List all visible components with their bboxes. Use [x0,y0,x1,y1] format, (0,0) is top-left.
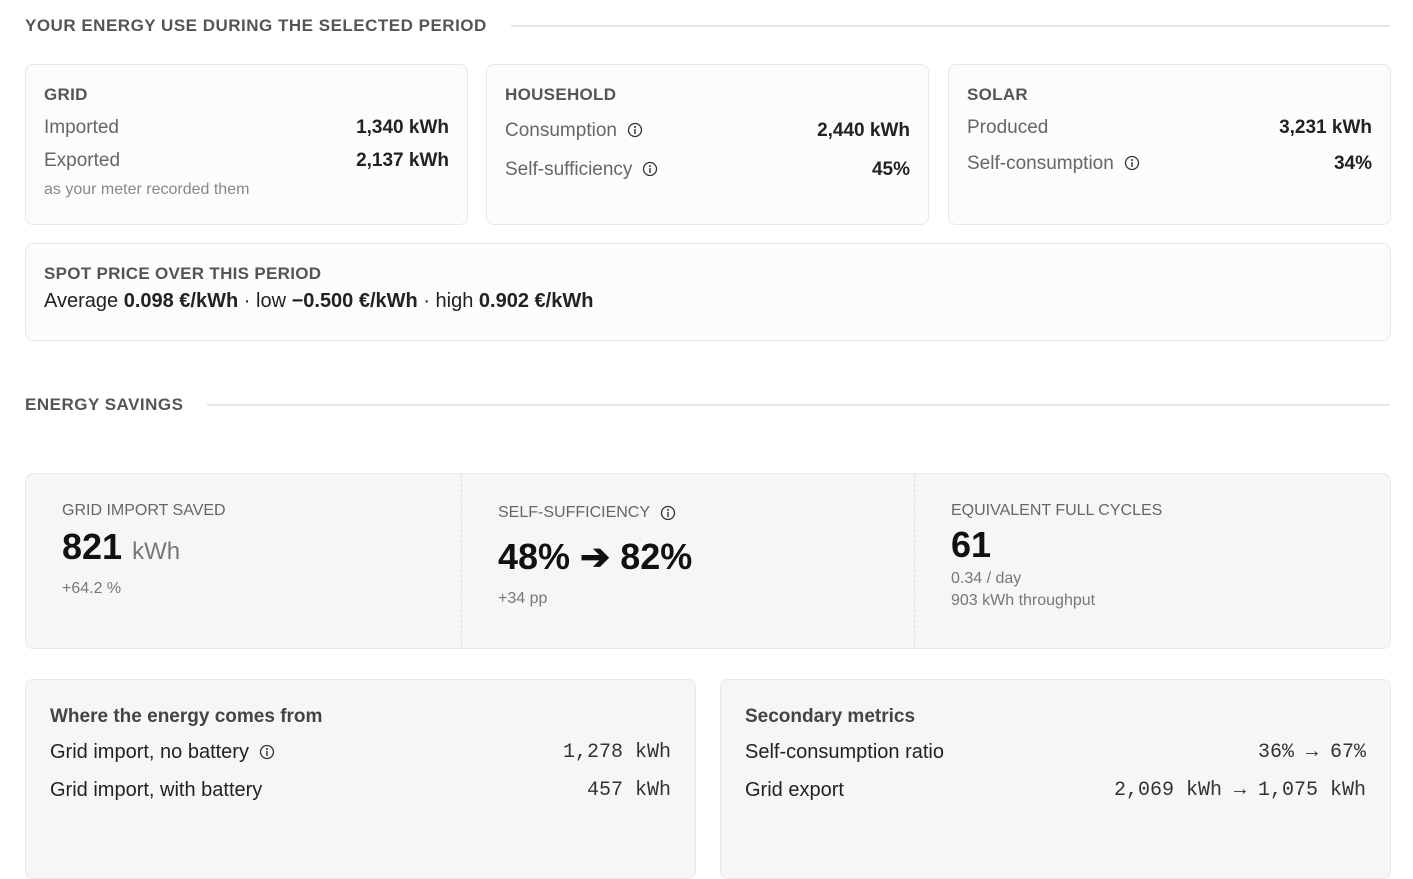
kpi-sub: +34 pp [498,590,548,607]
metric-row: Produced 3,231 kWh [967,111,1372,144]
info-icon[interactable] [660,505,676,521]
metric-label: Grid import, no battery [50,740,249,763]
metric-row: Consumption 2,440 kWh [505,111,910,150]
page: Energy use {"usage": {"title": "YOUR ENE… [25,16,1391,879]
kpi-value: 61 [951,524,992,565]
kpi-label-wrap: SELF-SUFFICIENCY [498,504,878,522]
metric-label: Grid export [745,778,844,801]
spot-card: SPOT PRICE OVER THIS PERIOD Average 0.09… [25,243,1391,341]
info-icon[interactable] [1124,155,1140,171]
panel-title: Where the energy comes from [50,706,323,727]
usage-card: SOLAR Produced 3,231 kWh Self-consumption 34… [948,64,1391,225]
spot-line: Average 0.098 €/kWh · low −0.500 €/kWh ·… [44,290,1372,313]
metric-label: Grid import, with battery [50,778,263,801]
metric-label: Produced [967,116,1049,138]
panel-row: Grid import, no battery 1,278 kWh [50,734,671,770]
metric-row: Exported 2,137 kWh [44,144,449,177]
card-title: HOUSEHOLD [505,85,617,104]
text: · high [423,290,474,312]
label-wrap: Self-consumption ratio [745,741,944,764]
metric-value: 457 kWh [586,778,671,802]
price: −0.500 €/kWh [291,290,418,312]
info-icon[interactable] [642,161,658,177]
kpi-label: SELF-SUFFICIENCY [498,504,651,521]
kpi-strip: GRID IMPORT SAVED 821 kWh +64.2 % SELF-S… [25,473,1391,649]
label-wrap: Grid import, no battery [50,741,275,764]
metrics-panel: Secondary metrics Self-consumption ratio 3… [720,679,1391,879]
metric-value: 1,278 kWh [562,740,671,764]
metric-label: Self-consumption ratio [745,740,944,763]
kpi-label: EQUIVALENT FULL CYCLES [951,502,1163,519]
text: · low [243,290,287,312]
metric-value: 36% → 67% [1257,740,1366,764]
panel-row: Grid export 2,069 kWh → 1,075 kWh [745,770,1366,810]
panel-row: Self-consumption ratio 36% → 67% [745,734,1366,770]
metric-label: Imported [44,116,119,138]
kpi: GRID IMPORT SAVED 821 kWh +64.2 % [26,474,461,648]
metrics-panel: Where the energy comes from Grid import, … [25,679,696,879]
info-icon[interactable] [627,122,643,138]
kpi: EQUIVALENT FULL CYCLES 61 0.34 / day 903… [914,474,1390,648]
text: Average [44,290,119,312]
label-wrap: Self-consumption [967,153,1140,175]
kpi: SELF-SUFFICIENCY 48% ➔ 82% +34 pp [461,474,914,648]
kpi-value-wrap: 821 kWh [62,526,425,568]
metric-value: 2,137 kWh [356,149,449,171]
kpi-label: GRID IMPORT SAVED [62,502,226,519]
kpi-sub: 0.34 / day [951,570,1022,587]
metric-label: Consumption [505,119,617,141]
section-title: YOUR ENERGY USE DURING THE SELECTED PERI… [25,16,487,35]
metric-row: Imported 1,340 kWh [44,111,449,144]
usage-card: GRID Imported 1,340 kWh Exported 2,137 kWh as… [25,64,468,225]
section-title: ENERGY SAVINGS [25,395,184,414]
section-header: ENERGY SAVINGS [25,395,1390,415]
panel-row: Grid import, with battery 457 kWh [50,770,671,810]
kpi-sub: 903 kWh throughput [951,592,1096,609]
divider [510,25,1390,27]
label-wrap: Grid export [745,779,844,802]
price: 0.098 €/kWh [123,290,239,312]
metric-value: 3,231 kWh [1279,116,1372,138]
kpi-value: 48% ➔ 82% [498,536,693,577]
label-wrap: Imported [44,117,119,139]
metric-label: Self-sufficiency [505,158,633,180]
card-note: as your meter recorded them [44,181,250,198]
card-title: SPOT PRICE OVER THIS PERIOD [44,264,322,283]
metric-value: 34% [1333,152,1372,174]
usage-card: HOUSEHOLD Consumption 2,440 kWh Self-suffic… [486,64,929,225]
label-wrap: Produced [967,117,1048,139]
metric-label: Self-consumption [967,152,1114,174]
kpi-sub: +64.2 % [62,580,122,597]
info-icon[interactable] [259,744,275,760]
kpi-unit: kWh [132,538,181,565]
section-header: YOUR ENERGY USE DURING THE SELECTED PERI… [25,16,1390,36]
label-wrap: Exported [44,150,120,172]
metric-row: Self-consumption 34% [967,144,1372,183]
metric-value: 2,440 kWh [817,119,910,141]
metric-value: 1,340 kWh [356,116,449,138]
divider [207,404,1390,406]
label-wrap: Consumption [505,120,643,142]
metric-value: 2,069 kWh → 1,075 kWh [1113,778,1366,802]
price: 0.902 €/kWh [478,290,594,312]
card-title: SOLAR [967,85,1028,104]
panel-title: Secondary metrics [745,706,916,727]
label-wrap: Grid import, with battery [50,779,262,802]
body: YOUR ENERGY USE DURING THE SELECTED PERI… [25,16,1391,879]
card-title: GRID [44,85,88,104]
kpi-value: 821 [62,526,123,567]
metric-label: Exported [44,149,121,171]
metric-row: Self-sufficiency 45% [505,150,910,189]
label-wrap: Self-sufficiency [505,159,658,181]
metric-value: 45% [871,158,910,180]
